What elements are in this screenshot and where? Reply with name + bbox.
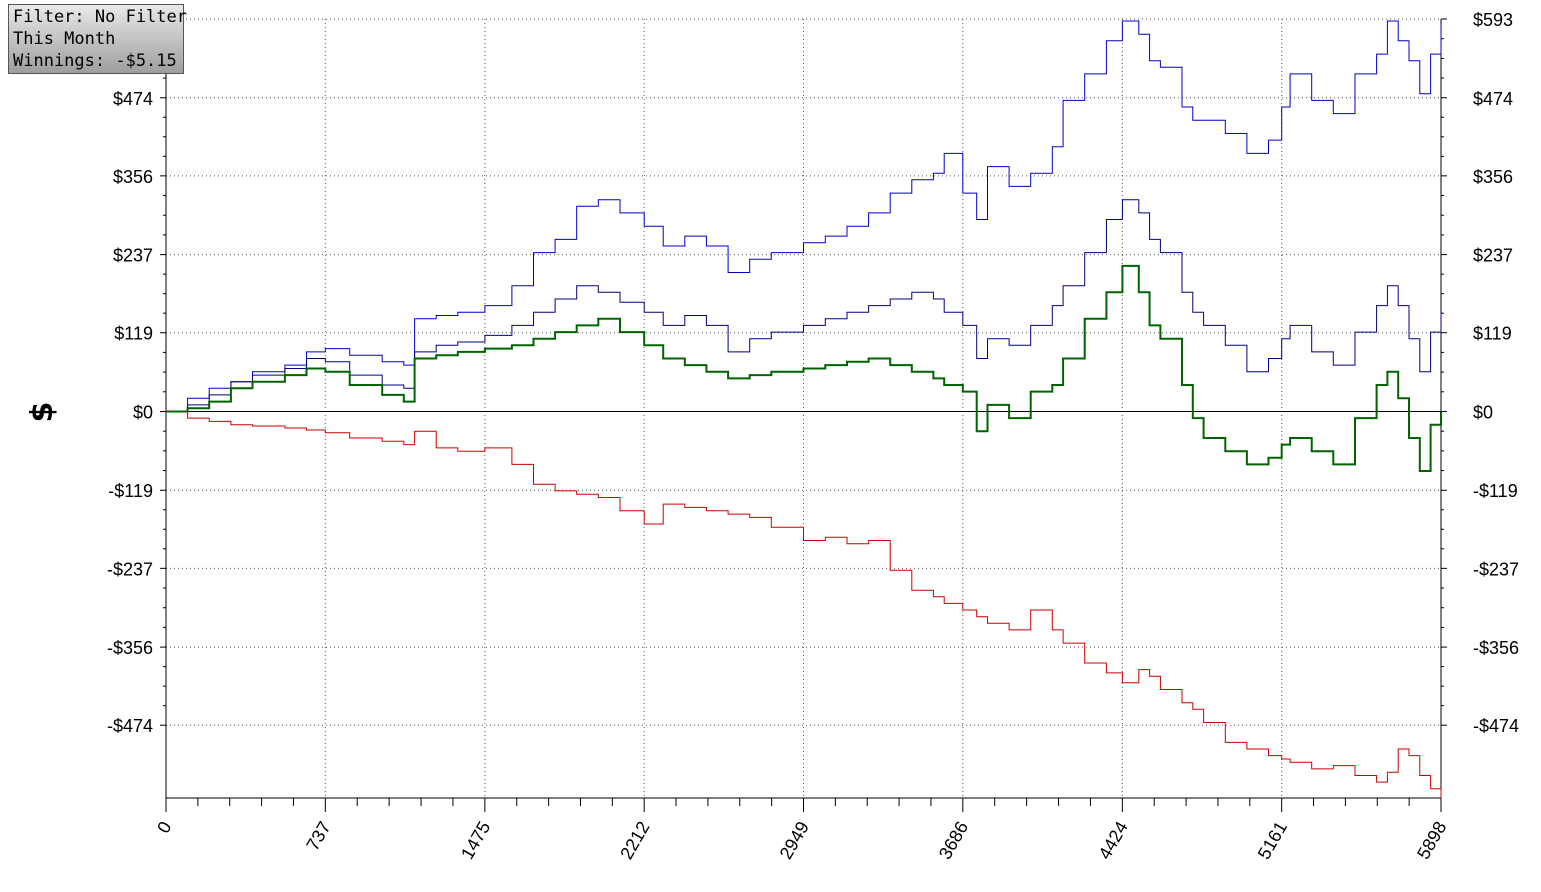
y-tick-label-right: $593	[1473, 10, 1513, 30]
y-tick-label-right: $474	[1473, 89, 1513, 109]
y-tick-label-right: $0	[1473, 402, 1493, 422]
y-tick-label-right: -$356	[1473, 638, 1519, 658]
y-tick-label-left: $0	[133, 402, 153, 422]
y-tick-label-right: $356	[1473, 167, 1513, 187]
x-tick-label: 2212	[616, 818, 653, 863]
y-tick-label-left: $356	[113, 167, 153, 187]
y-tick-label-right: $237	[1473, 246, 1513, 266]
x-tick-label: 1475	[457, 818, 494, 863]
y-tick-label-left: $119	[114, 324, 153, 344]
filter-info-box: Filter: No Filter This Month Winnings: -…	[8, 4, 187, 74]
y-tick-label-right: -$119	[1473, 481, 1518, 501]
y-tick-label-left: -$356	[107, 638, 153, 658]
y-tick-label-left: $237	[113, 246, 153, 266]
y-tick-label-right: -$474	[1473, 716, 1519, 736]
series-red-line	[166, 411, 1442, 798]
x-tick-label: 5161	[1254, 818, 1291, 863]
y-tick-label-right: -$237	[1473, 559, 1519, 579]
x-tick-label: 3686	[935, 818, 972, 863]
y-axis-title: $	[25, 402, 60, 423]
grid	[166, 18, 1441, 798]
y-tick-label-left: -$474	[107, 716, 153, 736]
tick-labels: $593$593$474$474$356$356$237$237$119$119…	[107, 10, 1519, 863]
x-tick-label: 0	[153, 818, 175, 837]
x-tick-label: 2949	[776, 818, 813, 863]
series-green-line	[166, 264, 1442, 472]
period-label: This Month	[13, 29, 116, 49]
y-tick-label-left: -$237	[107, 559, 153, 579]
series-navy-line	[166, 199, 1442, 412]
series-blue-line	[166, 20, 1442, 412]
winnings-label: Winnings: -$5.15	[13, 51, 177, 71]
y-tick-label-left: $474	[113, 89, 153, 109]
x-tick-label: 737	[302, 818, 334, 854]
x-tick-label: 4424	[1094, 818, 1131, 863]
y-tick-label-right: $119	[1473, 324, 1512, 344]
series-lines	[166, 20, 1442, 798]
axes	[160, 18, 1447, 812]
y-tick-label-left: -$119	[108, 481, 153, 501]
x-tick-label: 5898	[1413, 818, 1450, 863]
filter-label: Filter: No Filter	[13, 7, 187, 27]
